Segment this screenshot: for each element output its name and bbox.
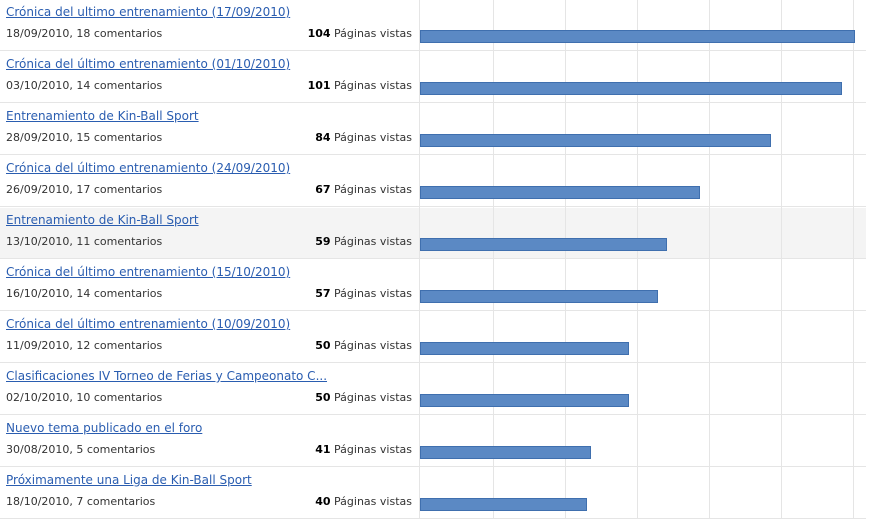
page-views-count: 84 — [315, 131, 331, 144]
page-views-count: 50 — [315, 339, 331, 352]
post-meta: 18/09/2010, 18 comentarios — [6, 27, 163, 40]
post-row: Clasificaciones IV Torneo de Ferias y Ca… — [0, 364, 866, 415]
page-views-count: 104 — [307, 27, 331, 40]
views-bar — [420, 446, 591, 459]
post-row: Entrenamiento de Kin-Ball Sport 13/10/201… — [0, 208, 866, 259]
gridline — [853, 0, 854, 519]
page-views-label: Páginas vistas — [334, 27, 412, 40]
page-views: 67 Páginas vistas — [315, 183, 412, 196]
page-views-count: 67 — [315, 183, 331, 196]
page-views-count: 57 — [315, 287, 331, 300]
post-row: Crónica del último entrenamiento (10/09/… — [0, 312, 866, 363]
page-views-label: Páginas vistas — [334, 79, 412, 92]
post-title-link[interactable]: Entrenamiento de Kin-Ball Sport — [6, 213, 199, 227]
page-views-label: Páginas vistas — [334, 391, 412, 404]
page-views: 50 Páginas vistas — [315, 339, 412, 352]
views-bar — [420, 134, 771, 147]
post-title-link[interactable]: Crónica del último entrenamiento (10/09/… — [6, 317, 291, 331]
page-views-label: Páginas vistas — [334, 183, 412, 196]
page-views-label: Páginas vistas — [334, 339, 412, 352]
post-title-link[interactable]: Crónica del último entrenamiento (15/10/… — [6, 265, 291, 279]
post-meta: 03/10/2010, 14 comentarios — [6, 79, 163, 92]
page-views: 101 Páginas vistas — [308, 79, 412, 92]
post-title-link[interactable]: Entrenamiento de Kin-Ball Sport — [6, 109, 199, 123]
post-title-link[interactable]: Clasificaciones IV Torneo de Ferias y Ca… — [6, 369, 328, 383]
post-title-link[interactable]: Crónica del ultimo entrenamiento (17/09/… — [6, 5, 291, 19]
page-views-label: Páginas vistas — [334, 495, 412, 508]
bar-chart-grid — [419, 0, 866, 519]
post-meta: 02/10/2010, 10 comentarios — [6, 391, 163, 404]
post-title-link[interactable]: Nuevo tema publicado en el foro — [6, 421, 203, 435]
gridline — [493, 0, 494, 519]
post-row: Crónica del último entrenamiento (01/10/… — [0, 52, 866, 103]
views-bar — [420, 82, 842, 95]
post-meta: 13/10/2010, 11 comentarios — [6, 235, 163, 248]
views-bar — [420, 290, 658, 303]
post-row: Entrenamiento de Kin-Ball Sport 28/09/201… — [0, 104, 866, 155]
page-views-label: Páginas vistas — [334, 443, 412, 456]
post-row: Crónica del ultimo entrenamiento (17/09/… — [0, 0, 866, 51]
page-views-label: Páginas vistas — [334, 131, 412, 144]
post-meta: 11/09/2010, 12 comentarios — [6, 339, 163, 352]
post-title-link[interactable]: Crónica del último entrenamiento (01/10/… — [6, 57, 291, 71]
page-views-count: 101 — [307, 79, 331, 92]
page-views: 57 Páginas vistas — [315, 287, 412, 300]
post-row: Crónica del último entrenamiento (24/09/… — [0, 156, 866, 207]
post-row: Crónica del último entrenamiento (15/10/… — [0, 260, 866, 311]
page-views: 41 Páginas vistas — [315, 443, 412, 456]
page-views-count: 59 — [315, 235, 331, 248]
post-meta: 26/09/2010, 17 comentarios — [6, 183, 163, 196]
post-row: Nuevo tema publicado en el foro 30/08/201… — [0, 416, 866, 467]
post-meta: 28/09/2010, 15 comentarios — [6, 131, 163, 144]
views-bar — [420, 30, 855, 43]
views-bar — [420, 238, 667, 251]
page-views: 84 Páginas vistas — [315, 131, 412, 144]
page-views-count: 41 — [315, 443, 331, 456]
post-title-link[interactable]: Crónica del último entrenamiento (24/09/… — [6, 161, 291, 175]
views-bar — [420, 342, 629, 355]
post-meta: 18/10/2010, 7 comentarios — [6, 495, 156, 508]
post-meta: 30/08/2010, 5 comentarios — [6, 443, 156, 456]
views-bar — [420, 186, 700, 199]
post-title-link[interactable]: Próximamente una Liga de Kin-Ball Sport — [6, 473, 252, 487]
page-views: 50 Páginas vistas — [315, 391, 412, 404]
post-meta: 16/10/2010, 14 comentarios — [6, 287, 163, 300]
page-views-count: 50 — [315, 391, 331, 404]
gridline — [781, 0, 782, 519]
page-views-count: 40 — [315, 495, 331, 508]
views-bar — [420, 394, 629, 407]
page-views-label: Páginas vistas — [334, 287, 412, 300]
gridline — [565, 0, 566, 519]
page-views: 40 Páginas vistas — [315, 495, 412, 508]
page-views: 104 Páginas vistas — [308, 27, 412, 40]
gridline — [709, 0, 710, 519]
gridline — [637, 0, 638, 519]
page-views-label: Páginas vistas — [334, 235, 412, 248]
views-bar — [420, 498, 587, 511]
page-views: 59 Páginas vistas — [315, 235, 412, 248]
